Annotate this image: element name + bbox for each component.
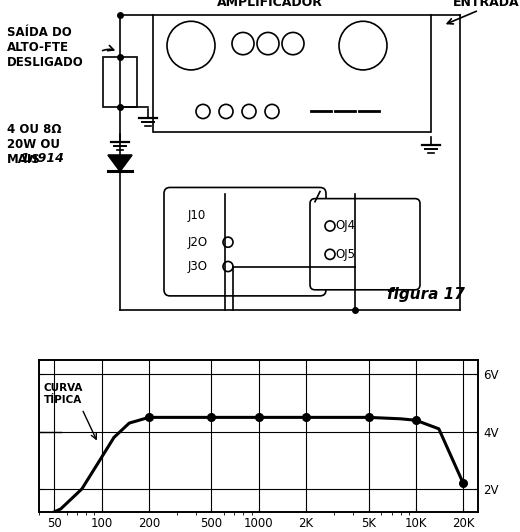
Circle shape	[232, 32, 254, 55]
Circle shape	[196, 104, 210, 119]
Text: 1n914: 1n914	[20, 152, 64, 164]
Text: SAÍDA DO
ALTO-FTE
DESLIGADO: SAÍDA DO ALTO-FTE DESLIGADO	[7, 27, 84, 69]
Text: OJ4: OJ4	[335, 220, 355, 232]
Text: AMPLIFICADOR: AMPLIFICADOR	[217, 0, 323, 9]
Text: figura 17: figura 17	[387, 287, 465, 302]
Circle shape	[265, 104, 279, 119]
Circle shape	[223, 261, 233, 271]
FancyBboxPatch shape	[164, 187, 326, 296]
Polygon shape	[108, 155, 132, 171]
Circle shape	[257, 32, 279, 55]
Bar	[103, 57, 137, 107]
Text: J10: J10	[188, 209, 206, 222]
Circle shape	[167, 21, 215, 70]
Circle shape	[242, 104, 256, 119]
Text: J3O: J3O	[188, 260, 208, 273]
FancyBboxPatch shape	[310, 198, 420, 290]
Text: ENTRADA: ENTRADA	[453, 0, 519, 9]
Circle shape	[223, 237, 233, 247]
Text: J2O: J2O	[188, 236, 208, 248]
Bar	[153, 15, 431, 132]
Circle shape	[325, 221, 335, 231]
Circle shape	[282, 32, 304, 55]
Text: CURVA
TÍPICA: CURVA TÍPICA	[44, 383, 83, 405]
Circle shape	[325, 250, 335, 260]
Circle shape	[339, 21, 387, 70]
Text: 4 OU 8Ω
20W OU
MAIS: 4 OU 8Ω 20W OU MAIS	[7, 122, 61, 165]
Text: OJ5: OJ5	[335, 248, 355, 261]
Circle shape	[219, 104, 233, 119]
